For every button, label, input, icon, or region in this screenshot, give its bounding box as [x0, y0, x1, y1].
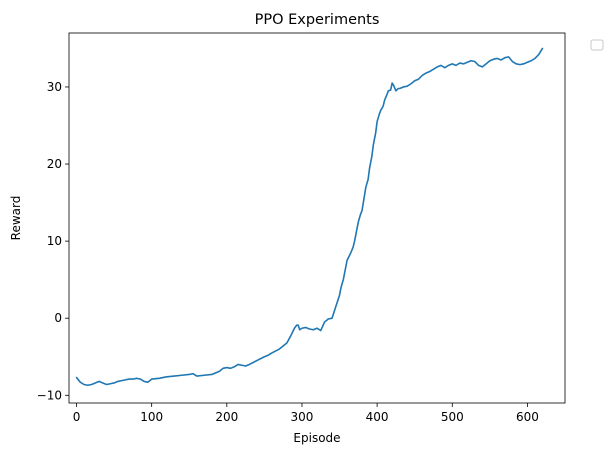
plot-area: [68, 32, 566, 404]
x-tick-label: 300: [291, 410, 314, 424]
chart-title: PPO Experiments: [255, 12, 380, 28]
series-line-0: [75, 47, 544, 387]
y-tick-label: 0: [54, 311, 62, 325]
y-axis-title: Reward: [9, 196, 23, 241]
x-axis-title: Episode: [293, 431, 340, 445]
axes-frame: [68, 32, 566, 404]
x-tick-label: 600: [516, 410, 539, 424]
x-tick-label: 200: [215, 410, 238, 424]
series-layer: [75, 47, 544, 387]
x-axis: 0 100 200 300 400 500 600: [73, 403, 539, 424]
legend-box: [590, 39, 604, 51]
y-axis: −10 0 10 20 30: [37, 80, 69, 402]
x-tick-label: 400: [366, 410, 389, 424]
x-tick-label: 100: [140, 410, 163, 424]
y-tick-label: 30: [47, 80, 62, 94]
y-tick-label: 10: [47, 234, 62, 248]
x-tick-label: 0: [73, 410, 81, 424]
y-tick-label: 20: [47, 157, 62, 171]
x-tick-label: 500: [441, 410, 464, 424]
y-tick-label: −10: [37, 388, 62, 402]
